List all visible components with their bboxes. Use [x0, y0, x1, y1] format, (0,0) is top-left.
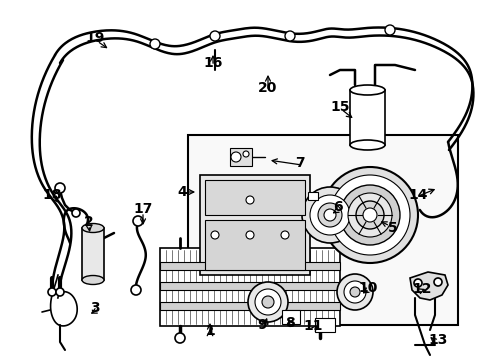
- Ellipse shape: [350, 140, 385, 150]
- Circle shape: [414, 279, 422, 287]
- Bar: [205, 180, 305, 215]
- Circle shape: [133, 216, 143, 226]
- Polygon shape: [410, 272, 448, 300]
- Circle shape: [356, 201, 384, 229]
- Circle shape: [55, 183, 65, 193]
- Circle shape: [175, 333, 185, 343]
- Text: 19: 19: [85, 31, 105, 45]
- Circle shape: [322, 167, 418, 263]
- Text: 3: 3: [90, 301, 100, 315]
- Text: 15: 15: [330, 100, 350, 114]
- Text: 7: 7: [295, 156, 305, 170]
- Text: 17: 17: [133, 202, 153, 216]
- Text: 9: 9: [257, 318, 267, 332]
- Text: 20: 20: [258, 81, 278, 95]
- Circle shape: [246, 231, 254, 239]
- Text: 4: 4: [177, 185, 187, 199]
- Circle shape: [255, 289, 281, 315]
- Bar: [350, 90, 385, 145]
- Circle shape: [262, 296, 274, 308]
- Circle shape: [150, 39, 160, 49]
- Circle shape: [337, 274, 373, 310]
- Text: 13: 13: [428, 333, 448, 347]
- Bar: [282, 310, 300, 324]
- Ellipse shape: [350, 85, 385, 95]
- Text: 8: 8: [285, 316, 295, 330]
- Ellipse shape: [82, 224, 104, 233]
- Circle shape: [72, 209, 80, 217]
- Circle shape: [385, 25, 395, 35]
- Circle shape: [246, 196, 254, 204]
- Bar: [205, 220, 305, 270]
- Circle shape: [131, 285, 141, 295]
- Circle shape: [310, 195, 350, 235]
- Circle shape: [302, 187, 358, 243]
- Bar: [160, 282, 340, 290]
- Circle shape: [318, 203, 342, 227]
- Circle shape: [324, 209, 336, 221]
- Text: 6: 6: [333, 200, 343, 214]
- Text: 5: 5: [388, 221, 398, 235]
- Circle shape: [330, 175, 410, 255]
- Bar: [308, 192, 318, 200]
- Bar: [200, 175, 310, 275]
- Bar: [230, 148, 252, 166]
- Circle shape: [248, 282, 288, 322]
- Bar: [160, 248, 340, 326]
- Text: 11: 11: [303, 319, 323, 333]
- Text: 14: 14: [408, 188, 428, 202]
- Bar: [160, 302, 340, 310]
- Circle shape: [231, 152, 241, 162]
- Circle shape: [348, 193, 392, 237]
- Text: 16: 16: [203, 56, 222, 70]
- Ellipse shape: [82, 275, 104, 284]
- Bar: [160, 262, 340, 270]
- Circle shape: [281, 231, 289, 239]
- Text: 1: 1: [205, 324, 215, 338]
- Circle shape: [210, 31, 220, 41]
- Circle shape: [344, 281, 366, 303]
- Circle shape: [56, 288, 64, 296]
- Text: 2: 2: [84, 215, 94, 229]
- Bar: [82, 228, 104, 280]
- Circle shape: [243, 151, 249, 157]
- Circle shape: [340, 185, 400, 245]
- Bar: [315, 318, 335, 332]
- Text: 18: 18: [42, 188, 62, 202]
- Circle shape: [350, 287, 360, 297]
- Circle shape: [48, 288, 56, 296]
- Circle shape: [285, 31, 295, 41]
- Circle shape: [363, 208, 377, 222]
- Circle shape: [434, 278, 442, 286]
- Circle shape: [211, 231, 219, 239]
- Bar: [188, 135, 458, 325]
- Text: 10: 10: [358, 281, 378, 295]
- Text: 12: 12: [412, 282, 432, 296]
